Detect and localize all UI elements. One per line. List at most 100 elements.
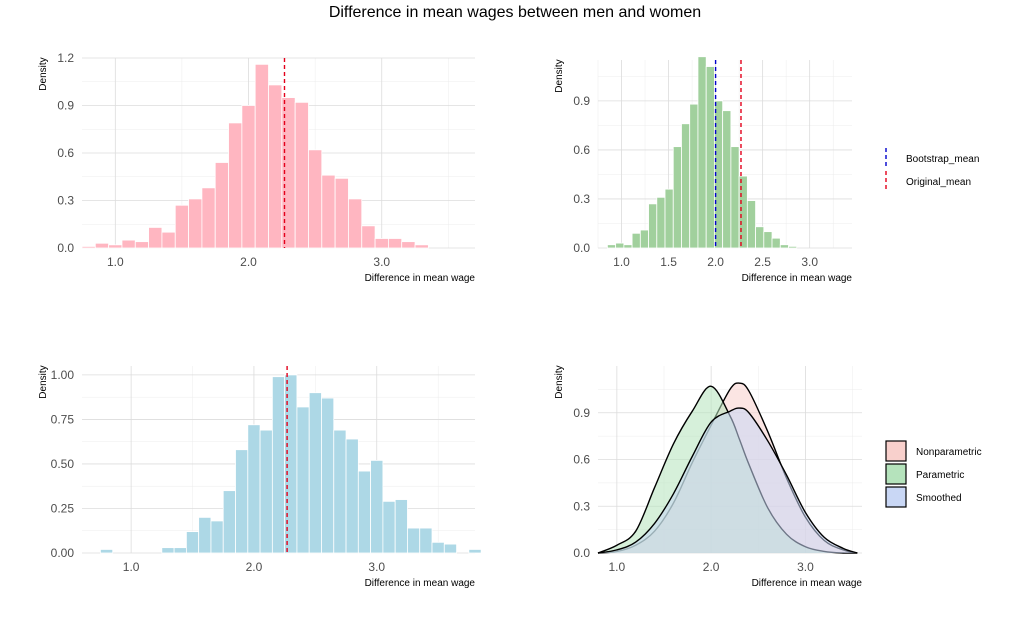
y-tick-label: 0.50 — [51, 457, 75, 471]
histogram-bar — [401, 241, 416, 249]
y-tick-label: 0.3 — [573, 192, 590, 206]
legend-label: Nonparametric — [916, 447, 982, 458]
histogram-bar — [648, 203, 658, 249]
histogram-bar — [188, 198, 203, 249]
x-tick-label: 3.0 — [797, 560, 814, 574]
legend-label: Parametric — [916, 470, 964, 481]
histogram-bar — [294, 101, 309, 249]
histogram-bar — [357, 470, 372, 554]
x-axis-title: Difference in mean wage — [365, 578, 476, 589]
x-tick-label: 1.0 — [613, 255, 630, 269]
histogram-bar — [241, 105, 256, 249]
histogram-bar — [407, 527, 421, 554]
histogram-bar — [254, 63, 269, 249]
histogram-bar — [201, 187, 216, 249]
histogram-bar — [296, 406, 310, 554]
histogram-bar — [689, 103, 699, 249]
x-tick-label: 1.0 — [107, 255, 124, 269]
histogram-bar — [705, 66, 715, 249]
x-tick-label: 1.5 — [660, 255, 677, 269]
histogram-bar — [374, 238, 389, 249]
main-title: Difference in mean wages between men and… — [329, 4, 701, 21]
histogram-bar — [333, 429, 347, 554]
histogram-bar — [321, 397, 335, 554]
histogram-bar — [247, 424, 261, 554]
legend-label: Original_mean — [906, 177, 971, 188]
y-tick-label: 0.3 — [573, 499, 590, 513]
histogram-bar — [271, 376, 286, 554]
histogram-bar — [100, 549, 114, 554]
y-tick-label: 0.0 — [573, 241, 590, 255]
histogram-bar — [394, 499, 408, 554]
y-tick-label: 0.9 — [573, 406, 590, 420]
y-tick-label: 0.75 — [51, 412, 75, 426]
y-tick-label: 0.6 — [57, 146, 74, 160]
histogram-bar — [361, 225, 376, 249]
histogram-bar — [755, 226, 765, 249]
y-tick-label: 0.6 — [573, 143, 590, 157]
y-axis-title: Density — [38, 57, 49, 90]
x-tick-label: 3.0 — [801, 255, 818, 269]
y-tick-label: 0.9 — [573, 94, 590, 108]
histogram-bar — [174, 204, 189, 249]
histogram-bar — [214, 162, 229, 249]
histogram-bar — [321, 174, 336, 249]
legend-key-parametric — [885, 463, 907, 485]
histogram-bar — [664, 188, 674, 249]
histogram-bar — [388, 238, 403, 249]
histogram-bar — [198, 516, 212, 554]
histogram-bar — [419, 527, 433, 554]
y-axis-title: Density — [38, 365, 49, 398]
panel-top-right-histogram: 1.0 1.5 2.0 2.5 3.0 0.0 0.3 0.6 0.9 Difference in… — [554, 56, 853, 284]
x-tick-label: 2.0 — [703, 560, 720, 574]
histogram-bar — [235, 449, 249, 554]
histogram-bar — [308, 149, 323, 249]
histogram-bar — [370, 459, 384, 554]
histogram-bar — [161, 231, 176, 249]
x-tick-label: 2.0 — [240, 255, 257, 269]
histogram-bar — [222, 490, 236, 554]
y-tick-label: 0.0 — [57, 241, 74, 255]
legend-density: Nonparametric Parametric Smoothed — [885, 440, 982, 508]
panel-top-left-histogram: 1.0 2.0 3.0 0.0 0.3 0.6 0.9 1.2 Difference in me… — [38, 51, 475, 284]
histogram-bar — [161, 547, 175, 554]
x-axis-title: Difference in mean wage — [742, 273, 853, 284]
histogram-bar — [468, 549, 482, 554]
histogram-bar — [81, 246, 96, 249]
y-axis-title: Density — [554, 365, 565, 398]
histogram-bar — [639, 229, 649, 249]
y-tick-label: 1.00 — [51, 368, 75, 382]
y-tick-label: 0.3 — [57, 194, 74, 208]
histogram-bar — [173, 547, 187, 554]
histogram-bar — [656, 196, 666, 249]
x-tick-label: 2.0 — [707, 255, 724, 269]
y-tick-label: 0.9 — [57, 99, 74, 113]
x-axis-title: Difference in mean wage — [752, 578, 863, 589]
legend-vlines: Bootstrap_mean Original_mean — [885, 148, 979, 190]
panel-bottom-right-density: 1.0 2.0 3.0 0.0 0.3 0.6 0.9 Difference in mean … — [554, 365, 862, 589]
histogram-bar — [210, 520, 224, 554]
histogram-bar — [615, 242, 625, 249]
histogram-bar — [771, 237, 781, 249]
histogram-bar — [788, 245, 798, 249]
histogram-bar — [268, 84, 283, 249]
y-tick-label: 0.00 — [51, 546, 75, 560]
y-tick-label: 0.25 — [51, 501, 75, 515]
histogram-bar — [334, 177, 349, 249]
histogram-bar — [672, 146, 682, 249]
histogram-bar — [348, 198, 363, 249]
histogram-bar — [134, 241, 150, 249]
y-axis-title: Density — [554, 59, 565, 92]
histogram-bar — [259, 429, 273, 554]
x-tick-label: 2.5 — [754, 255, 771, 269]
x-tick-label: 2.0 — [246, 560, 263, 574]
histogram-bar — [607, 244, 617, 249]
legend-label: Bootstrap_mean — [906, 154, 979, 165]
x-tick-label: 3.0 — [373, 255, 390, 269]
histogram-bar — [228, 122, 243, 249]
legend-key-smoothed — [885, 486, 907, 508]
density-line-smoothed — [597, 407, 858, 554]
histogram-bar — [148, 227, 163, 249]
histogram-bar — [763, 231, 773, 249]
